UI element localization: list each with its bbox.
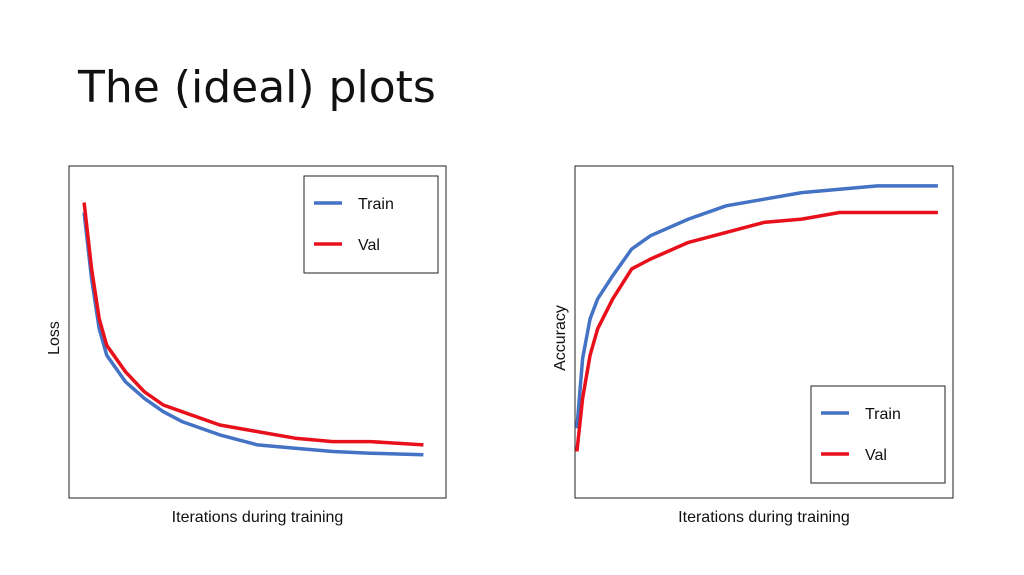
legend-label: Train bbox=[865, 406, 901, 423]
x-axis-label: Iterations during training bbox=[678, 509, 850, 526]
series-line bbox=[575, 210, 938, 452]
legend-label: Val bbox=[865, 447, 887, 464]
slide-title: The (ideal) plots bbox=[77, 62, 436, 113]
plot-frame bbox=[68, 165, 447, 499]
legend: Train Val bbox=[810, 385, 946, 484]
legend: Train Val bbox=[303, 175, 439, 274]
series-line bbox=[82, 212, 424, 457]
legend-label: Val bbox=[358, 237, 380, 254]
series-line bbox=[82, 202, 424, 447]
legend-frame bbox=[810, 385, 946, 484]
series-line bbox=[575, 184, 938, 429]
legend-frame bbox=[303, 175, 439, 274]
plot-frame bbox=[574, 165, 954, 499]
y-axis-label: Accuracy bbox=[552, 305, 569, 371]
y-axis-label: Loss bbox=[46, 321, 63, 355]
x-axis-label: Iterations during training bbox=[172, 509, 344, 526]
legend-label: Train bbox=[358, 196, 394, 213]
